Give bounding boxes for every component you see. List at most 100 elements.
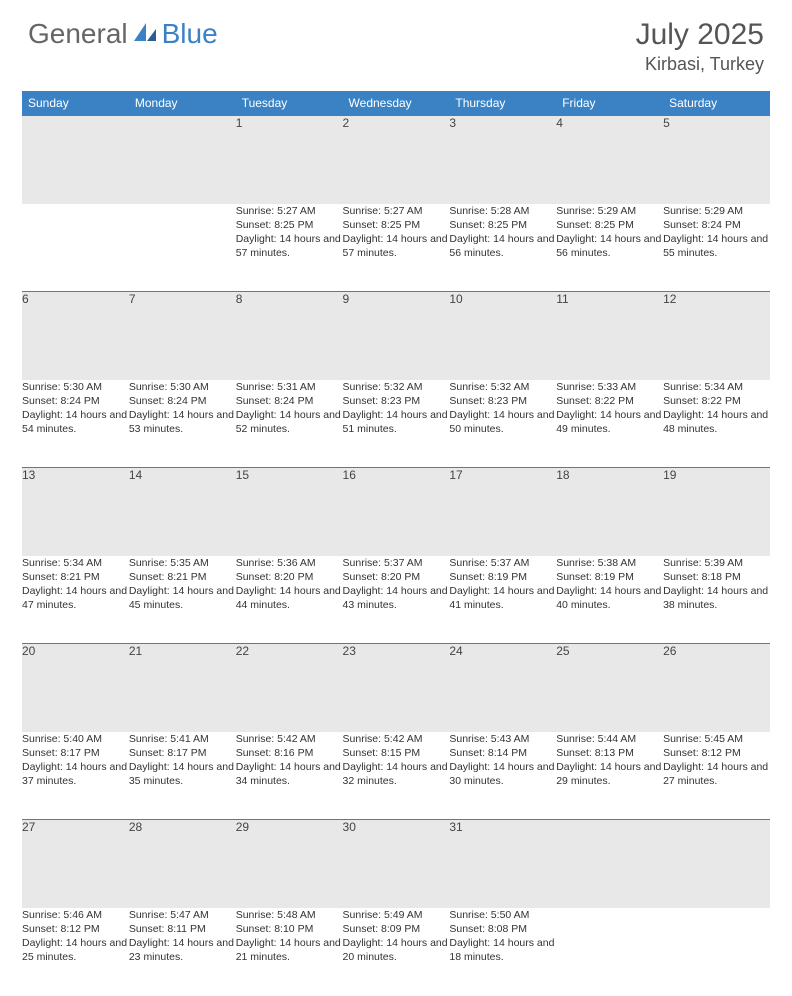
sunrise-line: Sunrise: 5:40 AM	[22, 732, 129, 746]
day-cell: Sunrise: 5:27 AMSunset: 8:25 PMDaylight:…	[236, 204, 343, 292]
sunset-line: Sunset: 8:13 PM	[556, 746, 663, 760]
sunset-line: Sunset: 8:21 PM	[22, 570, 129, 584]
daylight-line: Daylight: 14 hours and 38 minutes.	[663, 584, 770, 612]
sunrise-line: Sunrise: 5:36 AM	[236, 556, 343, 570]
day-number: 17	[449, 468, 556, 556]
sunset-line: Sunset: 8:22 PM	[663, 394, 770, 408]
day-cell: Sunrise: 5:37 AMSunset: 8:20 PMDaylight:…	[343, 556, 450, 644]
day-cell: Sunrise: 5:45 AMSunset: 8:12 PMDaylight:…	[663, 732, 770, 820]
day-number: 25	[556, 644, 663, 732]
day-number: 20	[22, 644, 129, 732]
day-cell: Sunrise: 5:43 AMSunset: 8:14 PMDaylight:…	[449, 732, 556, 820]
daylight-line: Daylight: 14 hours and 20 minutes.	[343, 936, 450, 964]
sunset-line: Sunset: 8:15 PM	[343, 746, 450, 760]
sunrise-line: Sunrise: 5:43 AM	[449, 732, 556, 746]
sunset-line: Sunset: 8:09 PM	[343, 922, 450, 936]
sunrise-line: Sunrise: 5:28 AM	[449, 204, 556, 218]
sunrise-line: Sunrise: 5:27 AM	[236, 204, 343, 218]
day-number: 19	[663, 468, 770, 556]
day-content-row: Sunrise: 5:34 AMSunset: 8:21 PMDaylight:…	[22, 556, 770, 644]
weekday-header: Wednesday	[343, 91, 450, 116]
sunset-line: Sunset: 8:25 PM	[236, 218, 343, 232]
daynum-row: 2728293031	[22, 820, 770, 908]
sunset-line: Sunset: 8:11 PM	[129, 922, 236, 936]
day-number: 10	[449, 292, 556, 380]
day-number: 18	[556, 468, 663, 556]
sunrise-line: Sunrise: 5:30 AM	[22, 380, 129, 394]
sunrise-line: Sunrise: 5:41 AM	[129, 732, 236, 746]
day-number: 7	[129, 292, 236, 380]
day-number: 13	[22, 468, 129, 556]
daylight-line: Daylight: 14 hours and 53 minutes.	[129, 408, 236, 436]
daylight-line: Daylight: 14 hours and 54 minutes.	[22, 408, 129, 436]
day-cell	[663, 908, 770, 996]
day-cell: Sunrise: 5:35 AMSunset: 8:21 PMDaylight:…	[129, 556, 236, 644]
sunset-line: Sunset: 8:25 PM	[449, 218, 556, 232]
day-cell: Sunrise: 5:31 AMSunset: 8:24 PMDaylight:…	[236, 380, 343, 468]
day-cell: Sunrise: 5:33 AMSunset: 8:22 PMDaylight:…	[556, 380, 663, 468]
daylight-line: Daylight: 14 hours and 56 minutes.	[556, 232, 663, 260]
day-number: 27	[22, 820, 129, 908]
daylight-line: Daylight: 14 hours and 18 minutes.	[449, 936, 556, 964]
sunset-line: Sunset: 8:12 PM	[22, 922, 129, 936]
weekday-header: Monday	[129, 91, 236, 116]
sunset-line: Sunset: 8:19 PM	[449, 570, 556, 584]
sunset-line: Sunset: 8:21 PM	[129, 570, 236, 584]
sunset-line: Sunset: 8:25 PM	[556, 218, 663, 232]
daylight-line: Daylight: 14 hours and 57 minutes.	[343, 232, 450, 260]
day-number: 14	[129, 468, 236, 556]
logo-text-part1: General	[28, 18, 128, 50]
day-number: 22	[236, 644, 343, 732]
day-number: 26	[663, 644, 770, 732]
sunrise-line: Sunrise: 5:27 AM	[343, 204, 450, 218]
sunset-line: Sunset: 8:24 PM	[22, 394, 129, 408]
day-cell	[129, 204, 236, 292]
daylight-line: Daylight: 14 hours and 50 minutes.	[449, 408, 556, 436]
day-number: 31	[449, 820, 556, 908]
sunrise-line: Sunrise: 5:47 AM	[129, 908, 236, 922]
day-number: 6	[22, 292, 129, 380]
sunset-line: Sunset: 8:16 PM	[236, 746, 343, 760]
header: General Blue July 2025 Kirbasi, Turkey	[0, 0, 792, 83]
weekday-header: Sunday	[22, 91, 129, 116]
sunset-line: Sunset: 8:23 PM	[449, 394, 556, 408]
day-number: 2	[343, 116, 450, 204]
daylight-line: Daylight: 14 hours and 47 minutes.	[22, 584, 129, 612]
day-number: 30	[343, 820, 450, 908]
weekday-header: Saturday	[663, 91, 770, 116]
day-cell: Sunrise: 5:32 AMSunset: 8:23 PMDaylight:…	[449, 380, 556, 468]
day-number: 16	[343, 468, 450, 556]
day-cell: Sunrise: 5:40 AMSunset: 8:17 PMDaylight:…	[22, 732, 129, 820]
day-number: 5	[663, 116, 770, 204]
day-cell: Sunrise: 5:49 AMSunset: 8:09 PMDaylight:…	[343, 908, 450, 996]
daylight-line: Daylight: 14 hours and 23 minutes.	[129, 936, 236, 964]
daylight-line: Daylight: 14 hours and 51 minutes.	[343, 408, 450, 436]
sunset-line: Sunset: 8:10 PM	[236, 922, 343, 936]
day-cell: Sunrise: 5:48 AMSunset: 8:10 PMDaylight:…	[236, 908, 343, 996]
day-number	[556, 820, 663, 908]
day-cell: Sunrise: 5:34 AMSunset: 8:21 PMDaylight:…	[22, 556, 129, 644]
sunrise-line: Sunrise: 5:30 AM	[129, 380, 236, 394]
weekday-header: Thursday	[449, 91, 556, 116]
daylight-line: Daylight: 14 hours and 40 minutes.	[556, 584, 663, 612]
daylight-line: Daylight: 14 hours and 25 minutes.	[22, 936, 129, 964]
sunset-line: Sunset: 8:25 PM	[343, 218, 450, 232]
day-number	[22, 116, 129, 204]
day-cell: Sunrise: 5:47 AMSunset: 8:11 PMDaylight:…	[129, 908, 236, 996]
day-cell: Sunrise: 5:27 AMSunset: 8:25 PMDaylight:…	[343, 204, 450, 292]
logo-sail-icon	[132, 21, 158, 48]
page-title: July 2025	[636, 18, 764, 52]
daylight-line: Daylight: 14 hours and 32 minutes.	[343, 760, 450, 788]
daylight-line: Daylight: 14 hours and 49 minutes.	[556, 408, 663, 436]
sunset-line: Sunset: 8:18 PM	[663, 570, 770, 584]
sunset-line: Sunset: 8:12 PM	[663, 746, 770, 760]
daylight-line: Daylight: 14 hours and 55 minutes.	[663, 232, 770, 260]
sunrise-line: Sunrise: 5:29 AM	[556, 204, 663, 218]
sunrise-line: Sunrise: 5:50 AM	[449, 908, 556, 922]
sunrise-line: Sunrise: 5:42 AM	[343, 732, 450, 746]
day-cell: Sunrise: 5:32 AMSunset: 8:23 PMDaylight:…	[343, 380, 450, 468]
day-cell: Sunrise: 5:34 AMSunset: 8:22 PMDaylight:…	[663, 380, 770, 468]
day-number: 12	[663, 292, 770, 380]
day-number: 8	[236, 292, 343, 380]
day-content-row: Sunrise: 5:30 AMSunset: 8:24 PMDaylight:…	[22, 380, 770, 468]
